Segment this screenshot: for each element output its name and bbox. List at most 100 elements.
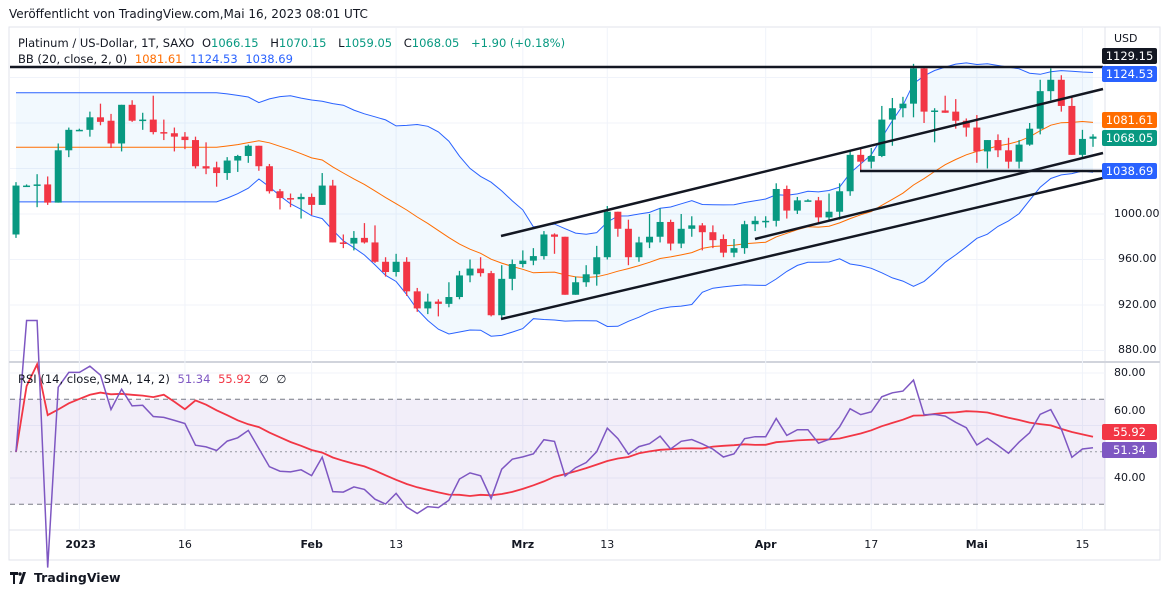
candle-up <box>1078 138 1086 155</box>
candle-up <box>646 236 654 243</box>
bb-legend[interactable]: BB (20, close, 2, 0) 1081.61 1124.53 103… <box>18 52 297 66</box>
open-value: O1066.15 <box>201 36 259 50</box>
candle-up <box>466 268 474 276</box>
candle-up <box>244 145 252 156</box>
rsi-line <box>15 319 1094 568</box>
candle-down <box>814 200 822 218</box>
candle-up <box>846 154 854 192</box>
candle-up <box>656 221 664 237</box>
candle-up <box>65 129 73 151</box>
candle-down <box>329 185 337 243</box>
footer-brand: TradingView <box>34 570 121 585</box>
candle-up <box>983 140 991 152</box>
high-value: H1070.15 <box>270 36 327 50</box>
rsi-legend[interactable]: RSI (14, close, SMA, 14, 2) 51.34 55.92 … <box>18 372 290 386</box>
trendline-channel-lower[interactable] <box>500 176 1104 321</box>
rsi-label[interactable]: RSI (14, close, SMA, 14, 2) <box>18 372 170 386</box>
candle-up <box>234 155 242 161</box>
candle-down <box>487 273 495 316</box>
tradingview-logo[interactable]: TradingView <box>10 570 121 585</box>
candle-down <box>952 111 960 121</box>
candle-up <box>223 160 231 174</box>
candle-down <box>170 133 178 137</box>
candle-down <box>128 104 136 121</box>
price-tick: 920.00 <box>1118 298 1157 311</box>
published-note: Veröffentlicht von TradingView.com,Mai 1… <box>9 7 368 21</box>
candle-down <box>382 261 390 273</box>
candle-up <box>75 129 83 132</box>
candle-down <box>551 234 558 237</box>
main-legend[interactable]: Platinum / US-Dollar, 1T, SAXO O1066.15 … <box>18 36 569 50</box>
bollinger-fill <box>16 62 1093 337</box>
candle-up <box>751 220 759 225</box>
candle-down <box>1068 105 1076 155</box>
time-tick: Apr <box>754 538 777 551</box>
candle-up <box>1089 136 1097 139</box>
candle-down <box>403 261 411 292</box>
candle-up <box>867 155 875 162</box>
candle-up <box>804 200 812 202</box>
candle-down <box>360 237 368 243</box>
candle-up <box>508 264 516 279</box>
candle-up <box>318 185 326 205</box>
bb-low-price-tag: 1038.69 <box>1102 163 1157 179</box>
candle-up <box>677 228 685 244</box>
candle-down <box>614 211 622 229</box>
bb-band-fill <box>16 62 1093 337</box>
candle-down <box>213 167 221 174</box>
close-price-tag: 1068.05 <box>1102 130 1157 146</box>
candle-up <box>635 242 643 258</box>
trendline-channel-upper[interactable] <box>500 87 1104 238</box>
time-tick: 13 <box>389 538 404 551</box>
candle-down <box>265 166 273 192</box>
time-tick: 15 <box>1075 538 1090 551</box>
drawings[interactable] <box>10 65 1104 321</box>
hline-price-tag: 1129.15 <box>1102 48 1157 64</box>
candle-up <box>772 188 780 221</box>
rsi-value: 51.34 <box>177 372 211 386</box>
time-tick: Feb <box>300 538 323 551</box>
candle-up <box>793 200 801 211</box>
low-value: L1059.05 <box>338 36 393 50</box>
candle-down <box>973 127 981 152</box>
candle-up <box>297 196 305 200</box>
candle-up <box>1026 128 1034 145</box>
candle-down <box>962 120 970 128</box>
price-tick: 1000.00 <box>1114 207 1160 220</box>
candle-down <box>202 166 210 169</box>
candle-down <box>434 301 442 304</box>
trendline-channel-middle[interactable] <box>754 151 1104 241</box>
candle-up <box>392 261 400 273</box>
candle-down <box>698 225 706 233</box>
chart-frame <box>8 26 1161 561</box>
candle-down <box>413 291 421 309</box>
bb-mid-value: 1081.61 <box>134 52 183 66</box>
candle-up <box>572 282 580 295</box>
change-value: +1.90 (+0.18%) <box>471 36 566 50</box>
time-tick: 17 <box>864 538 879 551</box>
rsi-ma-value: 55.92 <box>218 372 252 386</box>
candle-up <box>730 248 738 253</box>
price-tick: 960.00 <box>1118 252 1157 265</box>
bb-label[interactable]: BB (20, close, 2, 0) <box>18 52 128 66</box>
candle-down <box>477 268 485 274</box>
symbol-label[interactable]: Platinum / US-Dollar, 1T, SAXO <box>18 36 195 50</box>
candle-up <box>910 68 917 104</box>
candle-down <box>667 221 675 244</box>
candle-down <box>107 120 115 144</box>
candle-down <box>339 242 347 244</box>
close-value: C1068.05 <box>403 36 460 50</box>
candle-up <box>12 185 20 235</box>
time-tick: Mrz <box>511 538 535 551</box>
candle-down <box>44 184 52 203</box>
candle-down <box>276 191 284 199</box>
candle-down <box>96 117 104 122</box>
candle-down <box>624 228 632 258</box>
candle-down <box>783 188 791 211</box>
price-tick: 880.00 <box>1118 343 1157 356</box>
rsi-tick: 40.00 <box>1114 471 1146 484</box>
candle-up <box>498 278 506 316</box>
rsi-empty-2: ∅ <box>276 372 287 386</box>
candle-up <box>54 150 62 203</box>
